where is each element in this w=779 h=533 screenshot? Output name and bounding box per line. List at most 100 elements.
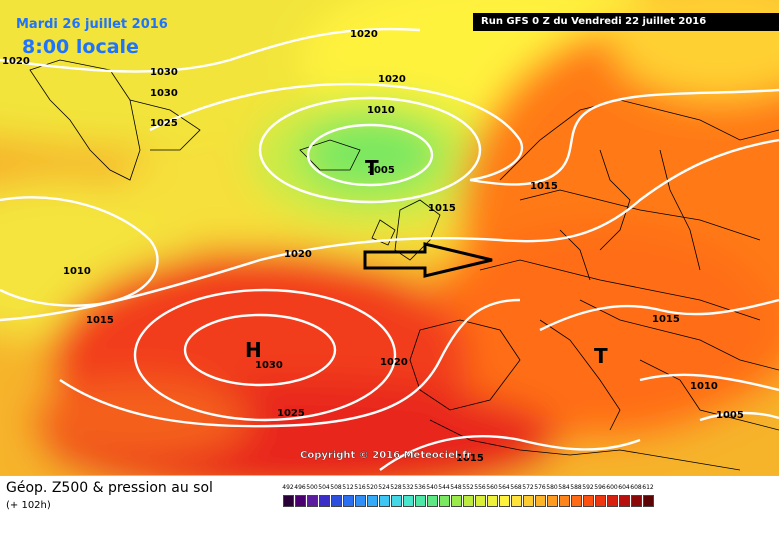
scale-swatch (403, 495, 414, 507)
scale-tick-label: 608 (630, 484, 642, 491)
scale-tick-label: 596 (594, 484, 606, 491)
scale-swatch (559, 495, 570, 507)
scale-swatch (619, 495, 630, 507)
high-marker: H (245, 338, 262, 362)
pressure-label: 1020 (380, 357, 408, 368)
scale-tick-label: 556 (474, 484, 486, 491)
pressure-label: 1020 (378, 74, 406, 85)
scale-tick-label: 612 (642, 484, 654, 491)
scale-swatches (283, 495, 655, 507)
scale-tick-label: 492 (282, 484, 294, 491)
pressure-label: 1010 (63, 266, 91, 277)
scale-swatch (367, 495, 378, 507)
scale-tick-label: 532 (402, 484, 414, 491)
scale-tick-label: 568 (510, 484, 522, 491)
legend-subtitle: (+ 102h) (6, 500, 51, 511)
scale-swatch (391, 495, 402, 507)
legend-title: Géop. Z500 & pression au sol (6, 480, 213, 496)
legend-panel: Géop. Z500 & pression au sol (+ 102h) 49… (0, 475, 779, 533)
pressure-label: 1025 (150, 118, 178, 129)
pressure-label: 1005 (716, 410, 744, 421)
scale-swatch (475, 495, 486, 507)
scale-swatch (415, 495, 426, 507)
pressure-label: 1020 (2, 56, 30, 67)
forecast-time: 8:00 locale (22, 36, 139, 58)
scale-swatch (583, 495, 594, 507)
scale-swatch (331, 495, 342, 507)
scale-tick-label: 508 (330, 484, 342, 491)
scale-tick-label: 576 (534, 484, 546, 491)
scale-swatch (571, 495, 582, 507)
scale-tick-label: 524 (378, 484, 390, 491)
scale-tick-label: 564 (498, 484, 510, 491)
scale-swatch (319, 495, 330, 507)
scale-swatch (283, 495, 294, 507)
scale-tick-label: 540 (426, 484, 438, 491)
low-marker: T (365, 156, 379, 180)
scale-swatch (295, 495, 306, 507)
scale-swatch (631, 495, 642, 507)
scale-tick-label: 544 (438, 484, 450, 491)
weather-map: 1020 1020 1030 1030 1025 1020 1010 1005 … (0, 0, 779, 475)
scale-tick-label: 592 (582, 484, 594, 491)
pressure-centers: H T T (245, 156, 608, 368)
map-canvas: 1020 1020 1030 1030 1025 1020 1010 1005 … (0, 0, 779, 475)
run-info: Run GFS 0 Z du Vendredi 22 juillet 2016 (473, 13, 779, 31)
scale-swatch (511, 495, 522, 507)
scale-swatch (355, 495, 366, 507)
isobars (0, 27, 779, 471)
scale-tick-label: 496 (294, 484, 306, 491)
scale-swatch (547, 495, 558, 507)
scale-tick-label: 600 (606, 484, 618, 491)
scale-swatch (595, 495, 606, 507)
pressure-label: 1010 (367, 105, 395, 116)
pressure-label: 1030 (150, 88, 178, 99)
forecast-date: Mardi 26 juillet 2016 (16, 17, 168, 32)
scale-tick-label: 548 (450, 484, 462, 491)
scale-tick-label: 528 (390, 484, 402, 491)
scale-tick-label: 580 (546, 484, 558, 491)
scale-swatch (499, 495, 510, 507)
scale-tick-label: 500 (306, 484, 318, 491)
scale-tick-label: 588 (570, 484, 582, 491)
coastlines (29, 59, 779, 471)
pressure-label: 1015 (530, 181, 558, 192)
scale-tick-label: 504 (318, 484, 330, 491)
scale-swatch (439, 495, 450, 507)
pressure-label: 1025 (277, 408, 305, 419)
scale-swatch (343, 495, 354, 507)
pressure-label: 1015 (86, 315, 114, 326)
pressure-label: 1020 (350, 29, 378, 40)
low-marker: T (594, 344, 608, 368)
scale-swatch (487, 495, 498, 507)
pressure-label: 1015 (428, 203, 456, 214)
scale-swatch (379, 495, 390, 507)
pressure-labels: 1020 1020 1030 1030 1025 1020 1010 1005 … (2, 29, 744, 464)
pressure-label: 1020 (284, 249, 312, 260)
scale-tick-label: 552 (462, 484, 474, 491)
scale-swatch (523, 495, 534, 507)
scale-tick-label: 516 (354, 484, 366, 491)
scale-swatch (643, 495, 654, 507)
scale-swatch (463, 495, 474, 507)
pressure-label: 1015 (456, 453, 484, 464)
copyright-text: Copyright © 2016 Meteociel.fr (300, 450, 471, 461)
pressure-label: 1015 (652, 314, 680, 325)
scale-tick-label: 512 (342, 484, 354, 491)
scale-swatch (451, 495, 462, 507)
pressure-label: 1030 (255, 360, 283, 371)
scale-swatch (535, 495, 546, 507)
scale-swatch (307, 495, 318, 507)
scale-tick-label: 536 (414, 484, 426, 491)
scale-tick-label: 520 (366, 484, 378, 491)
scale-swatch (607, 495, 618, 507)
scale-tick-label: 584 (558, 484, 570, 491)
scale-swatch (427, 495, 438, 507)
pressure-label: 1005 (367, 165, 395, 176)
scale-tick-label: 572 (522, 484, 534, 491)
pressure-label: 1030 (150, 67, 178, 78)
color-scale: 492 496 500 504 508 512 516 520 524 528 532 536 540 5… (282, 484, 753, 524)
direction-arrow (363, 242, 493, 278)
pressure-label: 1010 (690, 381, 718, 392)
scale-tick-label: 604 (618, 484, 630, 491)
